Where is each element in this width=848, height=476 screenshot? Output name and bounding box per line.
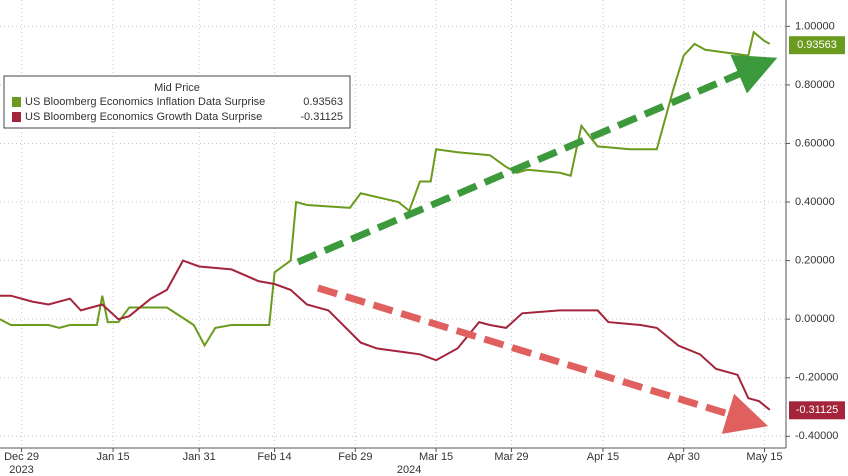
trend-arrow-down	[316, 284, 769, 434]
x-tick-label: Apr 15	[587, 451, 619, 463]
x-tick-label: Jan 15	[97, 451, 130, 463]
y-tick-label: -0.20000	[795, 372, 838, 384]
x-year-label: 2023	[9, 464, 33, 476]
last-value-box	[789, 401, 845, 420]
grid	[0, 0, 786, 448]
legend-entries: US Bloomberg Economics Inflation Data Su…	[12, 96, 343, 123]
lines	[0, 30, 771, 411]
legend-title: Mid Price	[154, 82, 200, 94]
series-line	[0, 259, 771, 411]
legend-label: US Bloomberg Economics Growth Data Surpr…	[25, 111, 262, 123]
last-value-label: 0.93563	[797, 39, 837, 51]
y-tick-label: 0.60000	[795, 137, 835, 149]
y-tick-label: 0.40000	[795, 196, 835, 208]
legend: Mid Price	[3, 75, 351, 129]
series-line	[0, 30, 771, 348]
trend-arrow-up	[296, 54, 778, 266]
last-value-box	[789, 36, 845, 55]
x-tick-label: May 15	[746, 451, 782, 463]
x-tick-label: Feb 29	[338, 451, 372, 463]
x-tick-label: Apr 30	[668, 451, 700, 463]
x-year-label: 2024	[397, 464, 421, 476]
y-tick-label: -0.40000	[795, 430, 838, 442]
legend-label: US Bloomberg Economics Inflation Data Su…	[25, 96, 265, 108]
legend-swatch	[12, 97, 21, 107]
legend-value: -0.31125	[300, 111, 343, 123]
x-tick-label: Jan 31	[183, 451, 216, 463]
y-tick-label: 1.00000	[795, 20, 835, 32]
x-tick-label: Mar 29	[494, 451, 528, 463]
axes: 1.00000 0.80000 0.60000 0.40000 0.20000 0.000…	[4, 20, 845, 476]
y-tick-label: 0.80000	[795, 79, 835, 91]
legend-value: 0.93563	[303, 96, 343, 108]
last-value-label: -0.31125	[796, 404, 839, 416]
legend-swatch	[12, 112, 21, 122]
x-tick-label: Feb 14	[257, 451, 291, 463]
x-tick-label: Mar 15	[419, 451, 453, 463]
y-tick-label: 0.20000	[795, 255, 835, 267]
y-tick-label: 0.00000	[795, 313, 835, 325]
x-tick-label: Dec 29	[4, 451, 39, 463]
legend-box	[3, 75, 351, 129]
